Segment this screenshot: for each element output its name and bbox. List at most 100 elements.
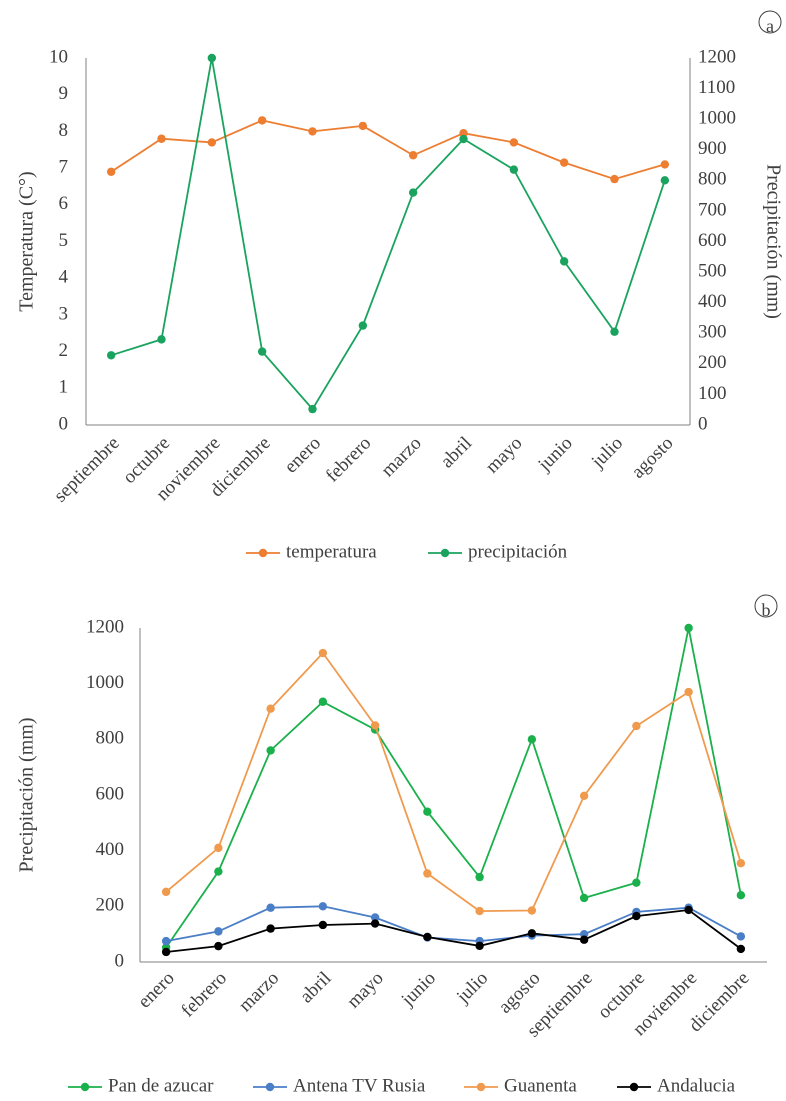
- chart-b-point-pan-de-azucar: [266, 746, 275, 755]
- chart-b-series-line-guanenta: [165, 651, 742, 913]
- chart-b-x-tick-label: julio: [452, 968, 492, 1008]
- chart-b-point-guanenta: [684, 687, 693, 697]
- chart-a-point-temperatura: [207, 138, 217, 147]
- chart-b-point-pan-de-azucar: [632, 878, 641, 887]
- chart-b-point-guanenta: [318, 648, 328, 658]
- chart-a-x-tick-label: septiembre: [50, 433, 124, 507]
- chart-a-x-tick-label: enero: [280, 433, 325, 478]
- chart-b-y-tick-label: 1000: [86, 672, 124, 693]
- chart-a-point-temperatura: [509, 138, 519, 147]
- chart-b-point-guanenta: [475, 906, 484, 916]
- chart-b-point-andalucia: [475, 941, 484, 951]
- panel-label-a-circle: [758, 10, 782, 34]
- chart-b-y-tick-label: 1200: [86, 616, 124, 637]
- chart-a-x-tick-label: agosto: [628, 433, 678, 483]
- chart-b-legend-marker-antena-tv-rusia: [265, 1082, 275, 1092]
- chart-b-point-guanenta: [579, 791, 589, 801]
- chart-a-point-precipitacion: [207, 53, 217, 63]
- chart-a-right-tick-label: 700: [698, 199, 727, 220]
- chart-a-point-temperatura: [157, 134, 166, 143]
- chart-b-point-antena-tv-rusia: [736, 932, 746, 941]
- chart-a-point-precipitacion: [509, 165, 519, 174]
- chart-b-point-guanenta: [161, 887, 171, 897]
- chart-a-left-tick-label: 6: [59, 193, 69, 214]
- chart-a-legend-label-temperatura: temperatura: [286, 541, 377, 562]
- panel-label-a: a: [766, 16, 774, 36]
- chart-b-point-andalucia: [318, 920, 328, 930]
- chart-a-right-tick-label: 800: [698, 169, 727, 190]
- chart-b-point-andalucia: [214, 941, 223, 951]
- chart-a-x-tick-label: julio: [587, 433, 627, 473]
- chart-b-point-antena-tv-rusia: [318, 902, 328, 911]
- chart-b-legend-label-guanenta: Guanenta: [504, 1075, 577, 1096]
- chart-b-point-andalucia: [632, 911, 641, 921]
- chart-a-left-tick-label: 5: [59, 230, 69, 251]
- chart-b-point-andalucia: [527, 929, 537, 938]
- chart-b-y-tick-label: 0: [115, 950, 125, 971]
- chart-a-point-precipitacion: [408, 188, 418, 197]
- chart-a-right-tick-label: 1200: [698, 46, 736, 67]
- chart-a-point-temperatura: [610, 174, 619, 184]
- chart-a-point-temperatura: [408, 151, 418, 160]
- chart-a-point-temperatura: [358, 121, 368, 131]
- chart-a-point-precipitacion: [106, 351, 116, 360]
- chart-a-series-line-temperatura: [110, 119, 666, 181]
- chart-b-point-guanenta: [632, 721, 641, 731]
- chart-a-legend-marker-precipitacion: [440, 548, 450, 558]
- chart-a-right-tick-label: 400: [698, 291, 727, 312]
- chart-b-legend-marker-guanenta: [476, 1082, 486, 1092]
- chart-b-x-tick-label: enero: [134, 968, 179, 1013]
- chart-b-y-axis-title: Precipitación (mm): [16, 718, 38, 873]
- chart-b-x-tick-label: marzo: [235, 968, 283, 1016]
- chart-a-x-tick-label: abril: [437, 433, 476, 472]
- chart-b-point-guanenta: [266, 704, 275, 713]
- chart-b-point-pan-de-azucar: [736, 891, 746, 900]
- chart-b-x-tick-label: junio: [397, 968, 440, 1011]
- chart-a-point-precipitacion: [358, 321, 368, 330]
- panel-label-b-circle: [754, 594, 778, 618]
- chart-b-point-andalucia: [161, 947, 171, 957]
- chart-a-right-tick-label: 300: [698, 322, 727, 343]
- chart-b-point-andalucia: [266, 924, 275, 933]
- chart-a-right-tick-label: 1100: [698, 77, 735, 98]
- chart-a-right-tick-label: 900: [698, 138, 727, 159]
- chart-b-legend-label-antena-tv-rusia: Antena TV Rusia: [293, 1075, 426, 1096]
- chart-a-point-precipitacion: [459, 134, 468, 144]
- chart-b-y-tick-label: 200: [96, 895, 125, 916]
- chart-a-right-tick-label: 600: [698, 230, 727, 251]
- chart-b-point-pan-de-azucar: [579, 893, 589, 903]
- chart-a-point-precipitacion: [257, 347, 267, 356]
- chart-a-point-temperatura: [459, 129, 468, 138]
- chart-b-x-tick-label: mayo: [343, 968, 388, 1013]
- chart-a-right-tick-label: 1000: [698, 108, 736, 129]
- chart-b-point-andalucia: [684, 905, 693, 915]
- chart-a-point-precipitacion: [660, 176, 670, 185]
- chart-b-legend-label-pan-de-azucar: Pan de azucar: [108, 1075, 214, 1096]
- chart-a-left-tick-label: 1: [59, 377, 69, 398]
- chart-a-point-precipitacion: [308, 404, 317, 414]
- chart-a-temperature-precipitation: 0123456789100100200300400500600700800900…: [16, 46, 785, 562]
- chart-b-point-antena-tv-rusia: [370, 913, 380, 922]
- chart-b-point-pan-de-azucar: [423, 807, 432, 816]
- chart-b-series-line-andalucia: [165, 909, 742, 953]
- chart-b-legend-marker-pan-de-azucar: [80, 1082, 90, 1092]
- chart-a-left-tick-label: 2: [59, 340, 69, 361]
- chart-a-point-temperatura: [660, 160, 670, 169]
- chart-b-point-guanenta: [527, 906, 537, 915]
- chart-b-y-tick-label: 400: [96, 839, 125, 860]
- chart-a-right-tick-label: 0: [698, 413, 708, 434]
- chart-a-left-tick-label: 8: [59, 120, 69, 141]
- chart-a-x-tick-label: marzo: [377, 433, 425, 481]
- chart-b-point-guanenta: [423, 869, 432, 878]
- chart-a-legend-marker-temperatura: [258, 548, 268, 558]
- chart-a-left-tick-label: 7: [59, 156, 69, 177]
- chart-b-y-tick-label: 800: [96, 728, 125, 749]
- chart-a-left-tick-label: 9: [59, 83, 69, 104]
- chart-b-legend-label-andalucia: Andalucia: [657, 1075, 736, 1096]
- chart-b-point-guanenta: [370, 721, 380, 730]
- chart-b-series-line-pan-de-azucar: [165, 627, 742, 949]
- chart-a-left-tick-label: 3: [59, 303, 69, 324]
- chart-b-x-tick-label: abril: [296, 968, 335, 1007]
- chart-a-legend-label-precipitacion: precipitación: [468, 541, 568, 562]
